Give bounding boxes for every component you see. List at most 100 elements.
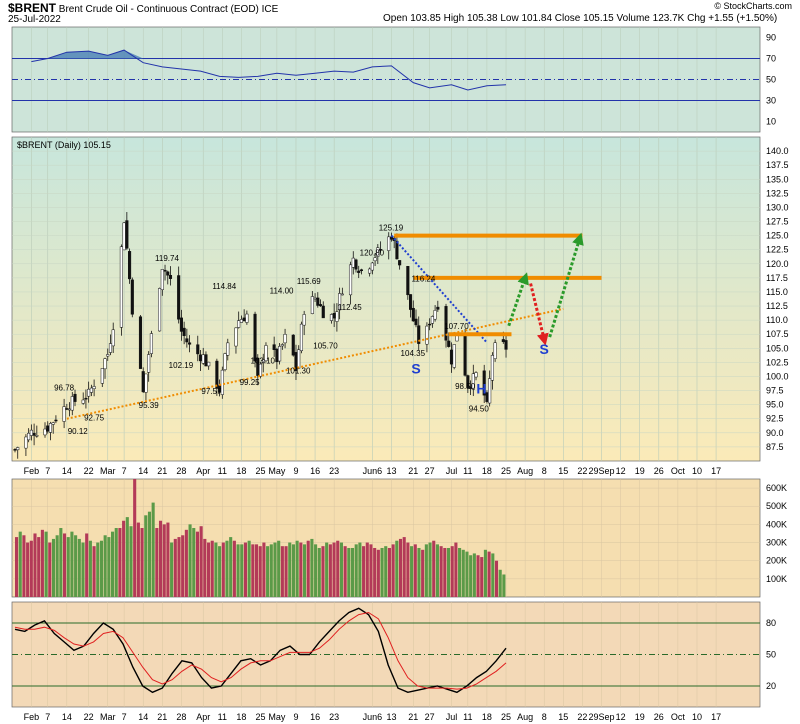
stochastic-layer	[12, 607, 760, 694]
volume-tick-label: 600K	[766, 483, 787, 493]
volume-bar	[373, 547, 377, 597]
volume-bar	[428, 542, 432, 597]
x-tick-label-bottom: 10	[692, 712, 702, 722]
candle-body	[220, 369, 224, 395]
x-tick-label: 14	[62, 466, 72, 476]
x-tick-label-bottom: Jul	[446, 712, 458, 722]
x-tick-label-bottom: 8	[542, 712, 547, 722]
x-tick-label: 22	[84, 466, 94, 476]
x-tick-label-bottom: 21	[157, 712, 167, 722]
stoch-tick-label: 50	[766, 650, 776, 660]
candle-body	[335, 311, 339, 322]
x-tick-label: Jun6	[363, 466, 383, 476]
candle-body	[373, 257, 377, 262]
x-tick-label-bottom: 21	[408, 712, 418, 722]
x-tick-label: 14	[138, 466, 148, 476]
projection-arrow	[507, 272, 529, 327]
volume-tick-label: 400K	[766, 519, 787, 529]
x-tick-label: 18	[236, 466, 246, 476]
candle-body	[207, 361, 211, 367]
volume-bar	[314, 544, 318, 597]
candle-body	[177, 275, 181, 320]
candle-body	[144, 373, 148, 393]
candle-body	[321, 305, 325, 319]
x-tick-label: 29Sep	[588, 466, 614, 476]
volume-bar	[446, 547, 451, 597]
volume-bar	[498, 569, 502, 597]
price-tick-label: 115.0	[766, 287, 788, 297]
x-tick-label-bottom: 11	[463, 712, 472, 722]
rsi-tick-label: 10	[766, 117, 776, 127]
volume-bar	[288, 542, 292, 597]
candle-body	[463, 334, 467, 376]
volume-bar	[354, 544, 358, 597]
volume-bar	[66, 537, 70, 597]
candle-body	[299, 323, 303, 351]
volume-bar	[195, 531, 199, 597]
price-tick-label: 120.0	[766, 259, 789, 269]
x-tick-label-bottom: Feb	[24, 712, 40, 722]
price-tick-label: 110.0	[766, 315, 788, 325]
candle-body	[406, 266, 410, 296]
volume-bar	[18, 531, 22, 597]
stoch-k-line	[14, 607, 507, 694]
volume-bar	[343, 546, 347, 597]
volume-bar	[22, 535, 26, 597]
x-tick-label-bottom: 26	[654, 712, 664, 722]
candle-body	[444, 306, 448, 341]
copyright-label: © StockCharts.com	[714, 1, 792, 11]
candle-body	[73, 393, 77, 402]
candle-body	[490, 355, 494, 381]
price-tick-label: 112.5	[766, 301, 788, 311]
candle-body	[147, 354, 151, 373]
volume-bar	[291, 544, 295, 597]
x-tick-label-bottom: Jun6	[363, 712, 383, 722]
volume-bar	[369, 544, 373, 597]
candle-body	[48, 423, 53, 433]
x-tick-label-bottom: 25	[501, 712, 511, 722]
x-tick-label: 19	[635, 466, 645, 476]
candle-body	[471, 373, 475, 390]
price-tick-label: 105.0	[766, 343, 789, 353]
volume-bar	[362, 546, 366, 597]
price-tick-label: 140.0	[766, 146, 789, 156]
candle-body	[106, 354, 110, 357]
price-annotation: 125.19	[379, 224, 404, 233]
x-tick-label: 7	[122, 466, 127, 476]
volume-bar	[480, 557, 484, 597]
volume-bar	[435, 544, 439, 597]
candle-body	[387, 236, 391, 251]
x-tick-label-bottom: 7	[45, 712, 50, 722]
x-tick-label-bottom: 14	[62, 712, 72, 722]
volume-bar	[299, 542, 303, 597]
volume-bar	[236, 544, 240, 597]
volume-bar	[391, 544, 395, 597]
x-tick-label: Aug	[517, 466, 533, 476]
volume-bar	[262, 542, 266, 597]
volume-bar	[110, 531, 115, 597]
volume-bar	[210, 540, 214, 597]
x-tick-label-bottom: 14	[138, 712, 148, 722]
candle-body	[474, 372, 478, 378]
volume-tick-label: 300K	[766, 538, 787, 548]
price-annotation: 107.70	[444, 322, 469, 331]
candle-body	[81, 399, 85, 404]
x-tick-label-bottom: 22	[84, 712, 94, 722]
candle-body	[43, 428, 47, 436]
volume-bar	[465, 551, 469, 597]
price-annotation: 92.75	[84, 413, 105, 422]
volume-bar	[376, 549, 380, 597]
x-tick-label: 21	[408, 466, 418, 476]
candle-body	[280, 344, 284, 347]
candle-body	[84, 397, 88, 400]
volume-bar	[107, 537, 111, 597]
candle-body	[275, 348, 279, 363]
price-panel-title: $BRENT (Daily) 105.15	[17, 140, 111, 150]
volume-bar	[44, 531, 48, 597]
volume-bar	[92, 546, 96, 597]
volume-bar	[188, 524, 192, 597]
volume-bar	[387, 547, 391, 597]
candle-body	[504, 340, 508, 350]
volume-bar	[33, 533, 37, 597]
candle-body	[141, 371, 145, 393]
